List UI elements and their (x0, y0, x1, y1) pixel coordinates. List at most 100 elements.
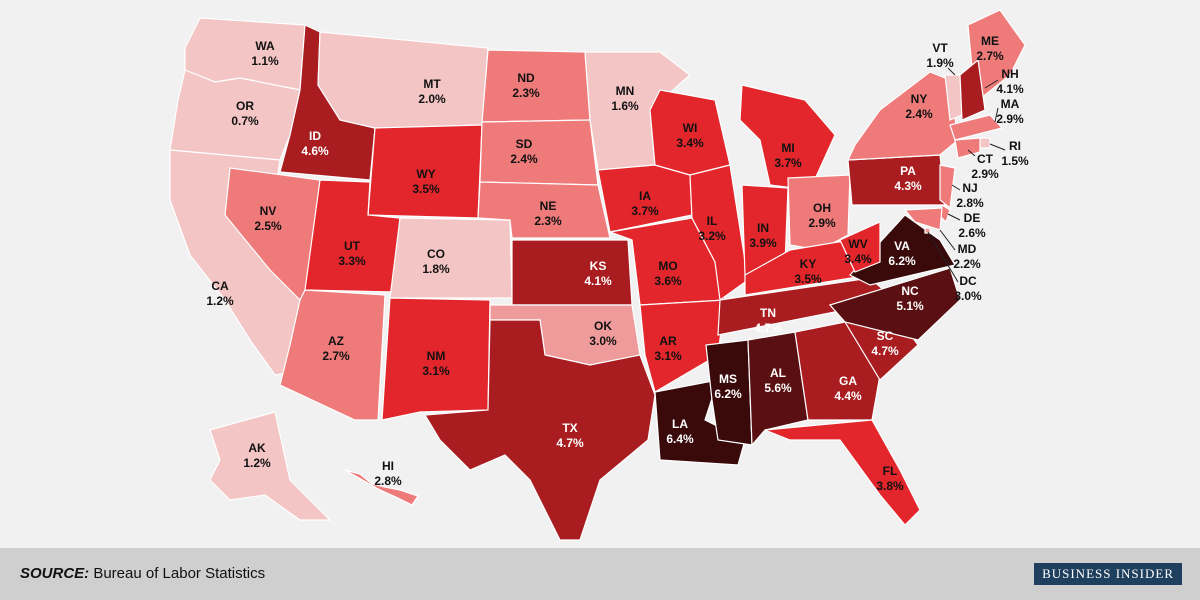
state-abbr-ne: NE (540, 199, 557, 213)
state-abbr-mt: MT (423, 77, 441, 91)
state-shape-dc (924, 227, 931, 234)
state-shape-ne (477, 181, 611, 239)
source-text: Bureau of Labor Statistics (89, 565, 266, 582)
state-value-tx: 4.7% (556, 436, 584, 450)
state-shape-ak (209, 411, 332, 521)
state-abbr-wy: WY (416, 167, 435, 181)
state-value-il: 3.2% (698, 229, 726, 243)
state-abbr-nc: NC (901, 284, 919, 298)
state-abbr-ok: OK (594, 319, 612, 333)
state-abbr-id: ID (309, 129, 321, 143)
state-abbr-md: MD (958, 242, 977, 256)
state-abbr-mi: MI (781, 141, 794, 155)
state-abbr-dc: DC (959, 274, 977, 288)
state-value-sd: 2.4% (510, 152, 538, 166)
state-value-ma: 2.9% (996, 112, 1024, 126)
state-abbr-ia: IA (639, 189, 651, 203)
leader-line-ct (967, 149, 976, 157)
state-abbr-nd: ND (517, 71, 535, 85)
state-abbr-ny: NY (911, 92, 928, 106)
state-abbr-ga: GA (839, 374, 857, 388)
state-value-pa: 4.3% (894, 179, 922, 193)
state-value-nm: 3.1% (422, 364, 450, 378)
state-abbr-wi: WI (683, 121, 698, 135)
source-label: SOURCE: (20, 565, 90, 582)
state-value-ky: 3.5% (794, 272, 822, 286)
state-abbr-de: DE (964, 211, 981, 225)
state-value-nd: 2.3% (512, 86, 540, 100)
state-shape-wv (839, 221, 881, 273)
state-abbr-or: OR (236, 99, 254, 113)
leader-line-nj (951, 184, 961, 191)
state-shape-tx (423, 319, 656, 541)
state-abbr-ms: MS (719, 372, 737, 386)
state-shape-ri (979, 137, 991, 149)
state-shape-co (389, 217, 513, 299)
state-value-ia: 3.7% (631, 204, 659, 218)
state-abbr-pa: PA (900, 164, 916, 178)
business-insider-logo: BUSINESS INSIDER (1034, 563, 1182, 585)
state-value-ri: 1.5% (1001, 154, 1029, 168)
leader-line-md (939, 229, 956, 251)
state-abbr-ma: MA (1001, 97, 1020, 111)
state-value-mn: 1.6% (611, 99, 639, 113)
state-value-me: 2.7% (976, 49, 1004, 63)
state-abbr-sc: SC (877, 329, 894, 343)
state-value-tn: 4.7% (754, 321, 782, 335)
state-abbr-hi: HI (382, 459, 394, 473)
state-abbr-ut: UT (344, 239, 361, 253)
state-value-vt: 1.9% (926, 56, 954, 70)
state-value-ms: 6.2% (714, 387, 742, 401)
state-abbr-tx: TX (562, 421, 577, 435)
state-shape-ms (705, 339, 753, 446)
state-value-ok: 3.0% (589, 334, 617, 348)
state-shape-nm (381, 297, 491, 421)
state-shape-mi (739, 84, 836, 191)
state-value-la: 6.4% (666, 432, 694, 446)
state-value-ne: 2.3% (534, 214, 562, 228)
state-value-md: 2.2% (953, 257, 981, 271)
state-abbr-me: ME (981, 34, 999, 48)
leader-line-de (947, 213, 961, 221)
state-value-ga: 4.4% (834, 389, 862, 403)
leader-line-vt (947, 67, 956, 76)
state-abbr-nh: NH (1001, 67, 1018, 81)
state-value-az: 2.7% (322, 349, 350, 363)
state-value-in: 3.9% (749, 236, 777, 250)
state-value-dc: 3.0% (954, 289, 982, 303)
state-value-sc: 4.7% (871, 344, 899, 358)
state-value-va: 6.2% (888, 254, 916, 268)
state-value-id: 4.6% (301, 144, 329, 158)
state-value-wi: 3.4% (676, 136, 704, 150)
state-shape-hi (344, 469, 419, 506)
state-abbr-ks: KS (590, 259, 607, 273)
state-abbr-oh: OH (813, 201, 831, 215)
state-value-ny: 2.4% (905, 107, 933, 121)
leader-line-ri (989, 143, 1006, 151)
state-abbr-ca: CA (211, 279, 229, 293)
state-value-co: 1.8% (422, 262, 450, 276)
state-shape-ks (511, 239, 633, 306)
state-abbr-ar: AR (659, 334, 677, 348)
state-shape-az (279, 289, 386, 421)
state-value-ct: 2.9% (971, 167, 999, 181)
footer-bar: SOURCE: Bureau of Labor Statistics BUSIN… (0, 548, 1200, 600)
state-shape-al (747, 331, 809, 447)
state-abbr-in: IN (757, 221, 769, 235)
state-abbr-ak: AK (248, 441, 266, 455)
state-value-or: 0.7% (231, 114, 259, 128)
state-value-wv: 3.4% (844, 252, 872, 266)
state-shape-nc (828, 267, 961, 341)
state-shape-ga (794, 321, 881, 421)
state-shape-fl (764, 419, 921, 526)
state-abbr-ky: KY (800, 257, 817, 271)
state-value-wy: 3.5% (412, 182, 440, 196)
leader-line-nh (984, 79, 999, 89)
state-value-al: 5.6% (764, 381, 792, 395)
state-abbr-nv: NV (260, 204, 277, 218)
state-value-de: 2.6% (958, 226, 986, 240)
state-abbr-il: IL (707, 214, 718, 228)
leader-line-ma (994, 107, 999, 123)
state-abbr-fl: FL (883, 464, 898, 478)
